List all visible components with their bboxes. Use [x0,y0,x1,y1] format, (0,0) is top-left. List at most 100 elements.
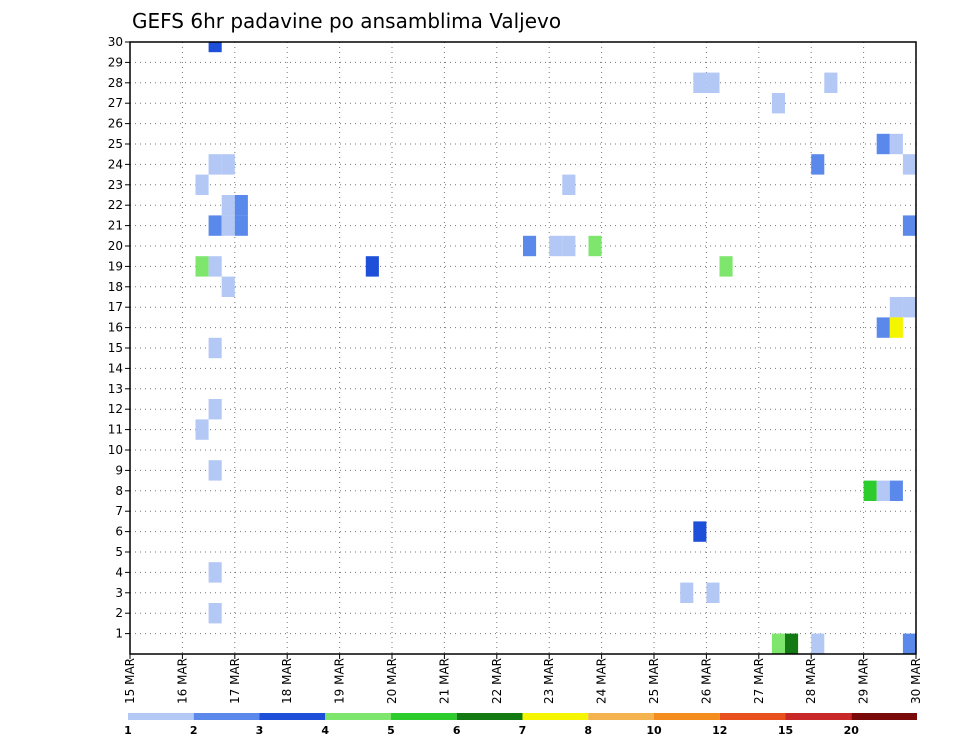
y-axis-ticks: 1234567891011121314151617181920212223242… [108,35,130,641]
heatmap-cell [771,633,785,654]
y-tick-label: 9 [115,463,123,477]
colorbar-label: 12 [712,724,727,737]
y-tick-label: 4 [115,565,123,579]
heatmap-cell [785,633,799,654]
y-tick-label: 29 [108,55,123,69]
heatmap-cell [195,419,209,440]
heatmap-cell [523,235,537,257]
heatmap-cell [889,133,903,155]
heatmap-cell [208,603,222,624]
y-tick-label: 12 [108,402,123,416]
colorbar-swatch [193,713,260,720]
heatmap-cell [562,174,576,195]
y-tick-label: 16 [108,321,123,335]
y-tick-label: 23 [108,178,123,192]
colorbar-label: 1 [124,724,132,737]
y-tick-label: 7 [115,504,123,518]
x-tick-label: 21 MAR [437,658,451,704]
grid-lines [130,42,916,654]
y-tick-label: 17 [108,300,123,314]
heatmap-cell [208,215,222,236]
colorbar-label: 7 [519,724,527,737]
heatmap-cell [863,480,877,501]
heatmap-cell [876,317,890,338]
y-tick-label: 22 [108,198,123,212]
y-tick-label: 26 [108,117,123,131]
y-tick-label: 8 [115,484,123,498]
y-tick-label: 11 [108,423,123,437]
colorbar-swatch [785,713,852,720]
y-tick-label: 1 [115,627,123,641]
x-tick-label: 30 MAR [909,658,923,704]
colorbar-label: 5 [387,724,395,737]
x-tick-label: 28 MAR [804,658,818,704]
chart-title: GEFS 6hr padavine po ansamblima Valjevo [132,9,561,33]
y-tick-label: 24 [108,157,123,171]
heatmap-cell [706,72,720,93]
colorbar-swatch [391,713,457,720]
heatmap-cell [889,480,903,501]
colorbar-label: 15 [778,724,793,737]
x-tick-label: 15 MAR [123,658,137,704]
x-axis-ticks: 15 MAR 16 MAR 17 MAR 18 MAR 19 MAR 20 MAR 21 M… [123,654,923,704]
y-tick-label: 27 [108,96,123,110]
heatmap-cell [902,297,916,318]
x-tick-label: 20 MAR [385,658,399,704]
heatmap-cell [208,256,222,277]
colorbar-swatch [719,713,786,720]
heatmap-cell [208,460,222,481]
colorbar-swatch [128,713,194,720]
colorbar-label: 20 [844,724,860,737]
heatmap-cells [195,42,916,654]
y-tick-label: 14 [108,361,123,375]
heatmap-cell [221,215,235,236]
heatmap-cell [562,235,576,257]
heatmap-cell [706,582,720,603]
heatmap-cell [234,215,248,236]
x-tick-label: 27 MAR [752,658,766,704]
colorbar-swatch [522,713,589,720]
heatmap-cell [889,317,903,338]
colorbar-swatch [851,713,917,720]
colorbar-label: 3 [256,724,264,737]
heatmap-cell [588,235,602,257]
heatmap-cell [365,256,379,277]
heatmap-cell [208,42,222,53]
heatmap-cell [876,133,890,155]
heatmap-cell [693,521,707,542]
x-tick-label: 18 MAR [280,658,294,704]
y-tick-label: 3 [115,586,123,600]
heatmap-cell [195,174,209,195]
y-tick-label: 13 [108,382,123,396]
x-tick-label: 19 MAR [333,658,347,704]
heatmap-cell [208,562,222,583]
heatmap-cell [902,633,916,654]
colorbar: 1 2 3 4 5 6 7 8 10 12 15 20 [124,713,917,737]
colorbar-swatch [325,713,391,720]
heatmap-cell [208,399,222,420]
x-tick-label: 23 MAR [542,658,556,704]
heatmap-cell [902,215,916,236]
plot-frame [129,41,917,655]
y-tick-label: 28 [108,76,123,90]
y-tick-label: 2 [115,606,123,620]
colorbar-swatch [654,713,720,720]
heatmap-cell [195,256,209,277]
y-tick-label: 30 [108,35,123,49]
colorbar-swatch [259,713,326,720]
y-tick-label: 19 [108,259,123,273]
x-tick-label: 25 MAR [647,658,661,704]
y-tick-label: 15 [108,341,123,355]
y-tick-label: 25 [108,137,123,151]
x-tick-label: 17 MAR [228,658,242,704]
heatmap-cell [208,337,222,359]
heatmap-cell [234,195,248,216]
x-tick-label: 29 MAR [857,658,871,704]
heatmap-cell [771,93,785,114]
y-tick-label: 18 [108,280,123,294]
heatmap-cell [719,256,733,277]
y-tick-label: 21 [108,219,123,233]
heatmap-cell [680,582,694,603]
heatmap-cell [221,154,235,175]
